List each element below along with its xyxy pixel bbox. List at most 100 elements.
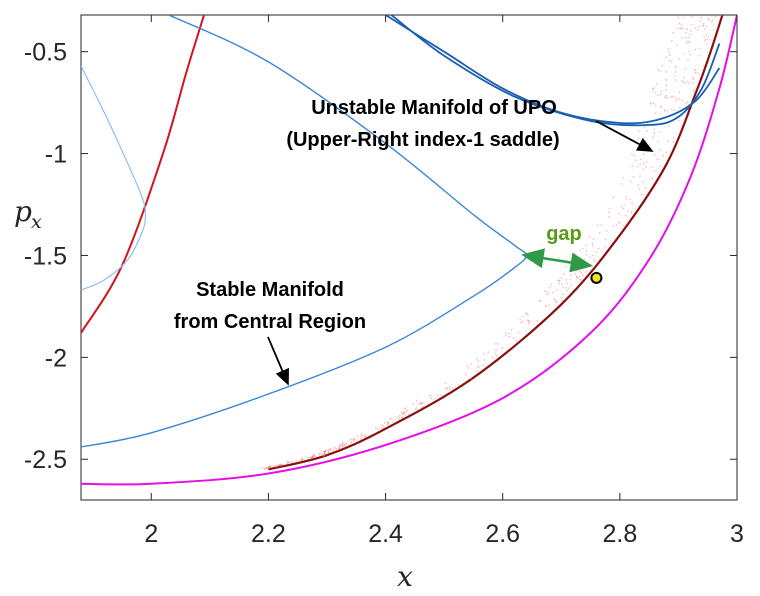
scatter-point bbox=[688, 41, 691, 44]
y-axis-label: p x bbox=[14, 195, 42, 233]
scatter-point bbox=[518, 331, 520, 334]
scatter-point bbox=[679, 106, 681, 109]
scatter-point bbox=[657, 118, 659, 120]
scatter-point bbox=[576, 269, 579, 272]
scatter-point bbox=[622, 207, 625, 210]
scatter-point bbox=[693, 78, 695, 80]
scatter-point bbox=[591, 242, 594, 245]
scatter-point bbox=[632, 176, 635, 178]
scatter-point bbox=[578, 276, 581, 278]
series-curve-darkblue-5 bbox=[390, 15, 721, 127]
scatter-point bbox=[277, 464, 279, 467]
scatter-point bbox=[570, 269, 572, 271]
scatter-point bbox=[430, 397, 433, 400]
scatter-point bbox=[708, 39, 711, 41]
scatter-point bbox=[705, 25, 708, 27]
scatter-point bbox=[350, 442, 352, 444]
scatter-point bbox=[684, 9, 686, 11]
scatter-point bbox=[702, 22, 705, 25]
scatter-point bbox=[693, 88, 695, 91]
scatter-point bbox=[327, 451, 330, 454]
unstable-manifold-scatter bbox=[261, 9, 723, 470]
scatter-point bbox=[665, 151, 668, 153]
scatter-point bbox=[659, 105, 662, 108]
scatter-point bbox=[415, 399, 418, 402]
scatter-point bbox=[287, 462, 289, 464]
scatter-point bbox=[651, 177, 654, 180]
scatter-point bbox=[653, 135, 655, 137]
scatter-point bbox=[665, 70, 667, 73]
scatter-point bbox=[350, 438, 353, 440]
scatter-point bbox=[383, 426, 385, 428]
scatter-point bbox=[673, 109, 676, 111]
series-curve-darkred-4 bbox=[268, 15, 724, 471]
scatter-point bbox=[689, 53, 692, 56]
scatter-point bbox=[668, 51, 670, 54]
scatter-point bbox=[682, 27, 684, 29]
scatter-point bbox=[638, 188, 641, 190]
scatter-point bbox=[338, 447, 340, 450]
scatter-point bbox=[585, 250, 588, 252]
scatter-point bbox=[308, 456, 311, 459]
scatter-point bbox=[569, 278, 572, 281]
scatter-point bbox=[564, 265, 567, 268]
scatter-point bbox=[625, 214, 627, 217]
scatter-point bbox=[686, 101, 689, 103]
scatter-point bbox=[415, 408, 417, 411]
scatter-point bbox=[451, 388, 454, 390]
scatter-point bbox=[528, 320, 530, 322]
scatter-point bbox=[700, 16, 703, 19]
scatter-point bbox=[295, 460, 297, 463]
scatter-point bbox=[562, 293, 565, 296]
scatter-point bbox=[703, 36, 705, 38]
scatter-point bbox=[353, 438, 355, 441]
scatter-point bbox=[607, 211, 610, 213]
series-curve-lightblue-1 bbox=[81, 65, 147, 291]
scatter-point bbox=[333, 446, 336, 449]
scatter-point bbox=[655, 104, 657, 107]
scatter-point bbox=[275, 465, 277, 468]
scatter-point bbox=[585, 253, 587, 256]
scatter-point bbox=[680, 24, 683, 26]
scatter-point bbox=[675, 66, 678, 69]
scatter-point bbox=[639, 163, 641, 165]
scatter-point bbox=[676, 98, 678, 100]
scatter-point bbox=[579, 249, 581, 252]
x-tick-label: 3 bbox=[730, 520, 744, 548]
scatter-point bbox=[580, 271, 583, 274]
scatter-point bbox=[439, 394, 442, 396]
scatter-point bbox=[688, 50, 691, 53]
scatter-point bbox=[703, 65, 705, 67]
stable-manifold-label-1: Stable Manifold bbox=[196, 279, 344, 301]
scatter-point bbox=[678, 98, 681, 100]
scatter-point bbox=[688, 36, 690, 39]
scatter-point bbox=[581, 274, 584, 276]
scatter-point bbox=[661, 65, 664, 67]
scatter-point bbox=[585, 244, 587, 247]
scatter-point bbox=[705, 34, 708, 36]
scatter-point bbox=[527, 322, 530, 324]
scatter-point bbox=[684, 82, 686, 85]
scatter-point bbox=[422, 402, 425, 404]
scatter-point bbox=[639, 175, 641, 177]
scatter-point bbox=[622, 177, 625, 179]
scatter-point bbox=[356, 435, 359, 437]
scatter-point bbox=[561, 299, 563, 302]
scatter-point bbox=[675, 79, 677, 81]
scatter-point bbox=[666, 110, 669, 112]
scatter-point bbox=[547, 293, 550, 295]
scatter-point bbox=[339, 443, 342, 446]
scatter-point bbox=[547, 304, 550, 306]
x-tick-label: 2.8 bbox=[602, 520, 637, 548]
scatter-point bbox=[556, 289, 558, 291]
scatter-point bbox=[667, 48, 670, 50]
y-tick-label: -1.5 bbox=[24, 242, 67, 270]
scatter-point bbox=[699, 9, 701, 11]
scatter-point bbox=[494, 352, 496, 355]
scatter-point bbox=[491, 356, 494, 359]
scatter-point bbox=[558, 282, 561, 285]
scatter-point bbox=[660, 90, 662, 92]
scatter-point bbox=[662, 154, 664, 157]
scatter-point bbox=[444, 387, 447, 390]
unstable-manifold-label-2: (Upper-Right index-1 saddle) bbox=[286, 129, 559, 151]
